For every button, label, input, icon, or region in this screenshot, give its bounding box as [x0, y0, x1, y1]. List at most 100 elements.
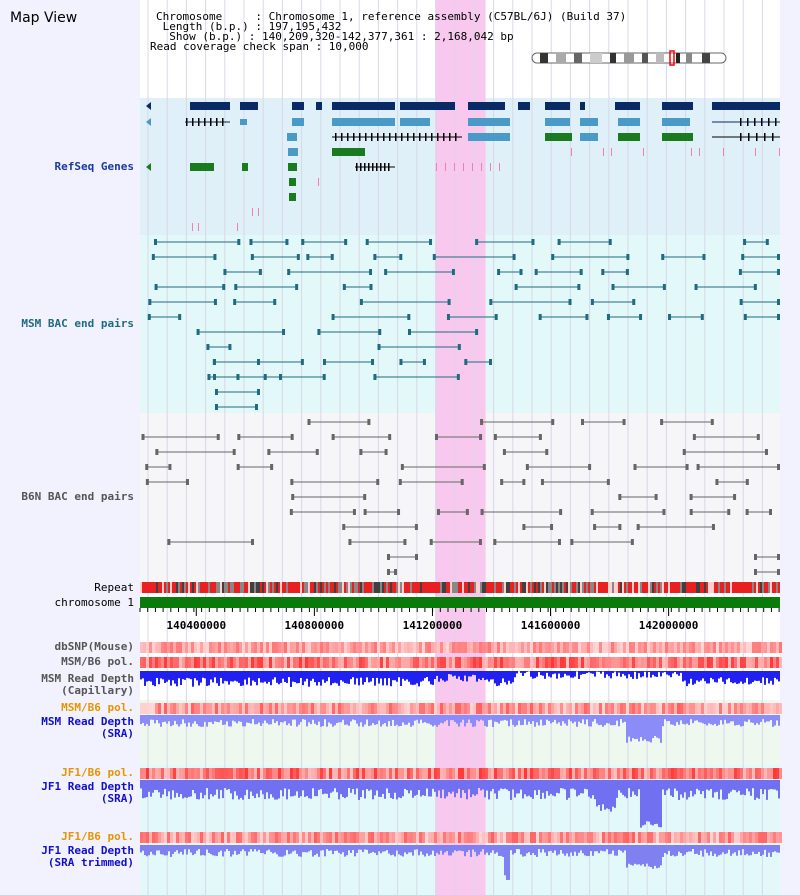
depth-bar: [228, 671, 230, 685]
heat-cell: [650, 703, 653, 714]
dbsnp-label[interactable]: dbSNP(Mouse): [54, 640, 134, 653]
depth-bar: [156, 845, 158, 851]
repeat-mark: [160, 582, 162, 593]
depth-bar: [620, 845, 622, 851]
repeat-mark: [464, 582, 466, 593]
jf1-depth-trim-label-2[interactable]: (SRA trimmed): [47, 856, 134, 869]
jf1-depth-trim-label-1[interactable]: JF1 Read Depth: [41, 844, 134, 857]
msm-depth-sra-label-2[interactable]: (SRA): [100, 727, 134, 740]
depth-bar: [334, 780, 336, 789]
heat-cell: [659, 642, 662, 653]
msm-pol-sra-label[interactable]: MSM/B6 pol.: [61, 701, 134, 714]
heat-cell: [323, 703, 326, 714]
bac-end: [148, 299, 152, 305]
snp-mark: [436, 163, 437, 171]
jf1-depth-sra-label-1[interactable]: JF1 Read Depth: [41, 780, 134, 793]
msm-depth-sra-label-1[interactable]: MSM Read Depth: [41, 715, 134, 728]
heat-cell: [539, 768, 542, 779]
depth-bar: [638, 845, 640, 865]
heat-cell: [542, 768, 545, 779]
depth-bar: [150, 671, 152, 682]
depth-bar: [222, 845, 224, 857]
msm-depth-cap-label-1[interactable]: MSM Read Depth: [41, 672, 134, 685]
heat-cell: [413, 657, 416, 668]
depth-bar: [222, 671, 224, 684]
depth-bar: [514, 780, 516, 798]
heat-cell: [323, 657, 326, 668]
heat-cell: [683, 768, 686, 779]
bac-end: [764, 449, 768, 455]
depth-bar: [518, 780, 520, 794]
depth-bar: [260, 780, 262, 791]
repeat-mark: [572, 582, 574, 593]
repeat-mark: [164, 582, 166, 593]
depth-bar: [340, 845, 342, 854]
heat-cell: [197, 657, 200, 668]
repeat-mark: [228, 582, 230, 593]
depth-bar: [642, 671, 644, 677]
depth-bar: [396, 780, 398, 800]
heat-cell: [497, 768, 500, 779]
depth-bar: [294, 845, 296, 851]
bac-end: [540, 479, 544, 485]
depth-bar: [232, 715, 234, 721]
bac-end: [369, 284, 373, 290]
heat-cell: [239, 657, 242, 668]
b6n-bac-label[interactable]: B6N BAC end pairs: [21, 490, 134, 503]
depth-bar: [674, 780, 676, 789]
repeat-mark: [186, 582, 188, 593]
refseq-label[interactable]: RefSeq Genes: [54, 160, 134, 173]
bac-end: [460, 479, 464, 485]
depth-bar: [718, 671, 720, 679]
repeat-mark: [324, 582, 326, 593]
heat-cell: [194, 703, 197, 714]
heat-cell: [257, 642, 260, 653]
depth-bar: [250, 715, 252, 724]
chromosome-ideogram[interactable]: [528, 50, 730, 66]
depth-bar: [490, 715, 492, 720]
heat-cell: [224, 832, 227, 843]
msm-depth-cap-label-2[interactable]: (Capillary): [61, 684, 134, 697]
depth-bar: [704, 715, 706, 725]
heat-cell: [371, 768, 374, 779]
depth-bar: [704, 780, 706, 799]
depth-bar: [400, 715, 402, 726]
depth-bar: [392, 780, 394, 799]
heat-cell: [302, 703, 305, 714]
msm-pol-cap-label[interactable]: MSM/B6 pol.: [61, 655, 134, 668]
depth-bar: [778, 845, 780, 853]
depth-bar: [226, 845, 228, 850]
depth-bar: [690, 715, 692, 720]
heat-cell: [398, 832, 401, 843]
heat-cell: [248, 657, 251, 668]
depth-bar: [336, 671, 338, 684]
depth-bar: [220, 671, 222, 678]
depth-bar: [244, 671, 246, 680]
jf1-depth-sra-label-2[interactable]: (SRA): [100, 792, 134, 805]
repeat-mark: [202, 582, 204, 593]
depth-bar: [528, 715, 530, 722]
depth-bar: [232, 845, 234, 855]
jf1-pol-trim-label[interactable]: JF1/B6 pol.: [61, 830, 134, 843]
depth-bar: [170, 671, 172, 686]
repeat-mark: [606, 582, 608, 593]
depth-bar: [342, 845, 344, 853]
msm-bac-label[interactable]: MSM BAC end pairs: [21, 317, 134, 330]
depth-bar: [488, 845, 490, 856]
depth-bar: [340, 780, 342, 795]
heat-cell: [695, 657, 698, 668]
heat-cell: [620, 703, 623, 714]
depth-bar: [176, 780, 178, 793]
depth-bar: [724, 780, 726, 800]
heat-cell: [470, 657, 473, 668]
repeat-mark: [242, 582, 244, 593]
heat-cell: [590, 832, 593, 843]
heat-cell: [146, 657, 149, 668]
heat-cell: [401, 642, 404, 653]
depth-bar: [282, 845, 284, 857]
jf1-pol-label[interactable]: JF1/B6 pol.: [61, 766, 134, 779]
repeat-mark: [722, 582, 724, 593]
depth-bar: [610, 715, 612, 726]
bac-end: [577, 284, 581, 290]
